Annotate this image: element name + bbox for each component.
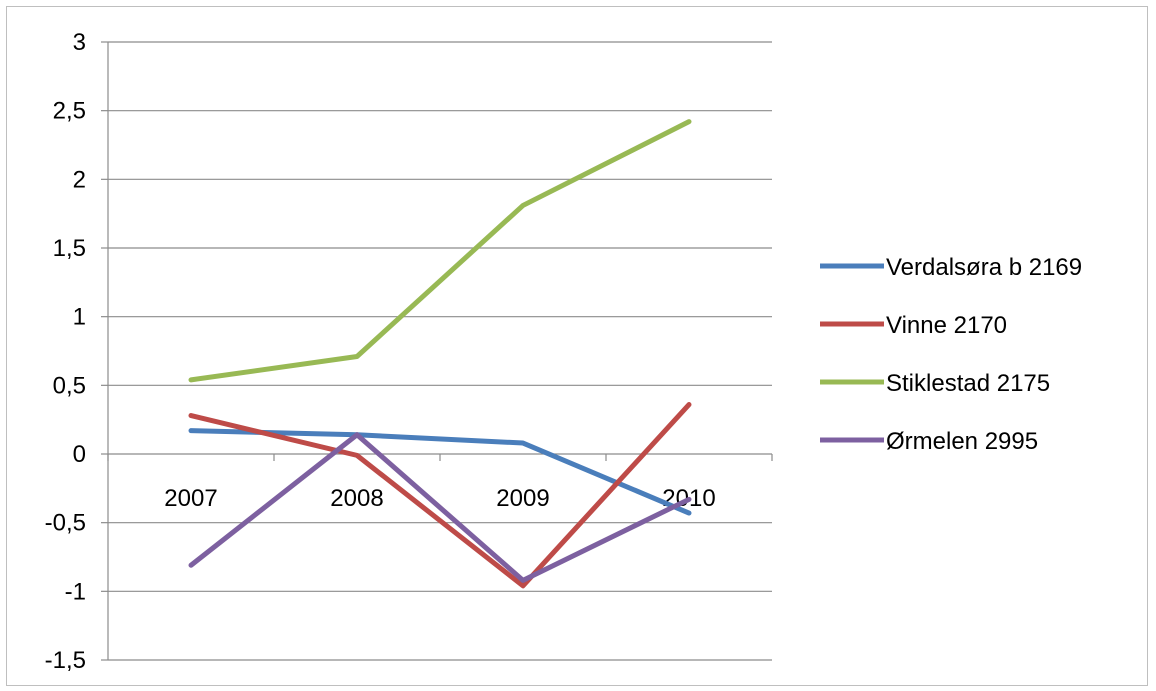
series-line — [188, 402, 692, 589]
legend-label: Stiklestad 2175 — [886, 370, 1050, 397]
series-line — [188, 432, 692, 583]
legend-label: Verdalsøra b 2169 — [886, 254, 1082, 281]
y-tick-label: -0,5 — [45, 510, 86, 537]
chart-frame — [6, 6, 1148, 686]
y-tick-label: 2 — [73, 166, 86, 193]
y-tick-labels: -1,5 -1 -0,5 0 0,5 1 1,5 2 2,5 3 — [45, 29, 86, 674]
y-tick-label: 0,5 — [53, 372, 86, 399]
y-tick-label: 0 — [73, 441, 86, 468]
axes — [101, 41, 773, 661]
y-tick-label: -1,5 — [45, 647, 86, 674]
series-line — [188, 119, 692, 383]
legend-label: Ørmelen 2995 — [886, 428, 1038, 455]
x-tick-label: 2008 — [330, 485, 383, 512]
y-tick-label: 1,5 — [53, 235, 86, 262]
y-tick-label: -1 — [65, 578, 86, 605]
y-tick-label: 2,5 — [53, 98, 86, 125]
legend-label: Vinne 2170 — [886, 312, 1007, 339]
legend: Verdalsøra b 2169 Vinne 2170 Stiklestad 21… — [820, 254, 1082, 455]
y-tick-label: 1 — [73, 304, 86, 331]
y-tick-label: 3 — [73, 29, 86, 56]
series-line — [188, 428, 692, 516]
gridlines — [108, 41, 772, 661]
series-lines — [188, 119, 692, 589]
x-tick-label: 2009 — [496, 485, 549, 512]
x-tick-label: 2007 — [164, 485, 217, 512]
